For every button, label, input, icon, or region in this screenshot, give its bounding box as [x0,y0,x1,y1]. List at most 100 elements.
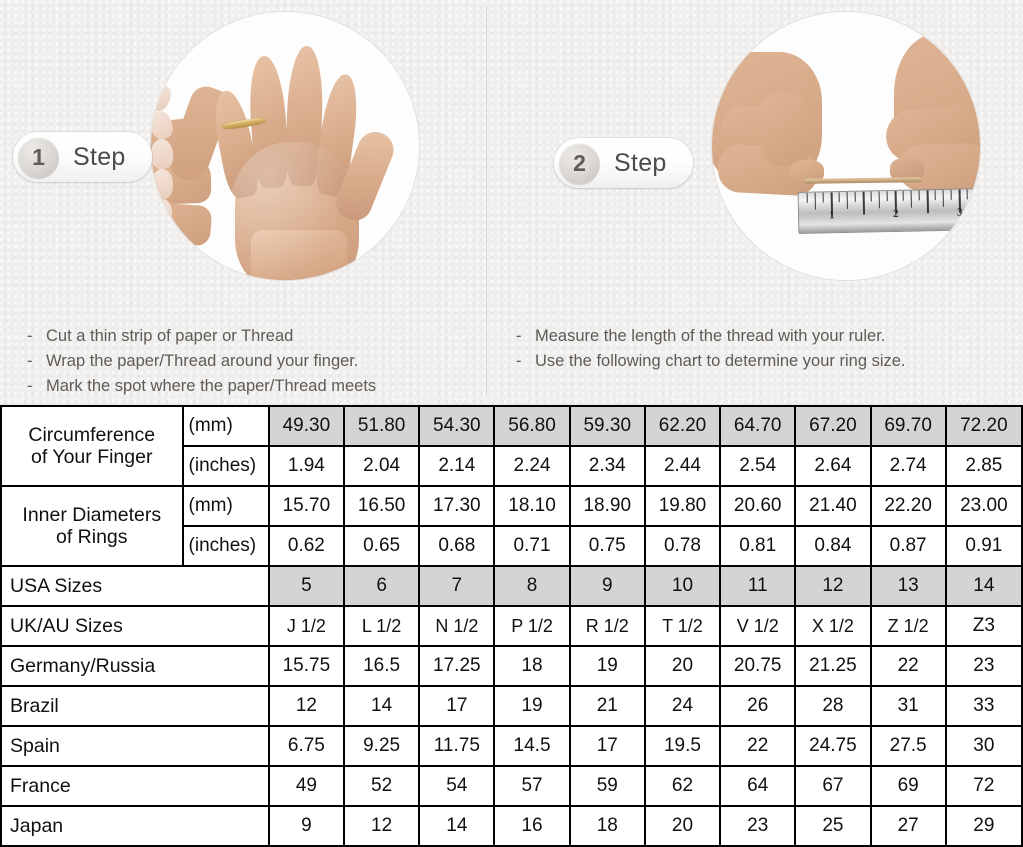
table-row: Circumference of Your Finger (mm) 49.30 51.8… [0,405,1023,487]
row-unit: (inches) [181,525,270,567]
table-cell: 10 [643,565,722,607]
table-cell: 57 [493,765,571,807]
table-cell: 2.34 [568,445,646,487]
step-1-number: 1 [18,136,59,178]
table-cell: 15.75 [267,645,346,687]
table-cell: 0.84 [794,525,872,567]
table-cell: 24 [643,685,722,727]
table-cell: 8 [493,565,571,607]
table-cell: 26 [719,685,797,727]
row-label: UK/AU Sizes [0,605,270,647]
table-cell: 30 [944,725,1023,767]
table-cell: 18 [568,805,646,847]
table-cell: 18.90 [568,485,646,527]
table-cell: 67.20 [794,405,872,447]
row-unit: (mm) [181,405,270,447]
table-cell: 67 [794,765,872,807]
table-cell: 62.20 [643,405,722,447]
table-cell: 2.85 [944,445,1023,487]
table-cell: 0.78 [643,525,722,567]
table-cell: 9 [568,565,646,607]
table-cell: 72 [944,765,1023,807]
table-cell: 64.70 [719,405,797,447]
bullet-item: - Wrap the paper/Thread around your finge… [27,352,359,370]
bullet-item: - Use the following chart to determine yo… [516,352,906,370]
table-cell: 69 [869,765,947,807]
step-2-panel: 1 2 3 2 Step - Measure the length of the … [487,0,1023,405]
table-cell: 14 [944,565,1023,607]
table-cell: 12 [342,805,421,847]
table-row: Spain 6.75 9.25 11.75 14.5 17 19.5 22 24.75 27.5 3… [0,725,1023,767]
step-2-label: Step [614,148,667,177]
table-row: UK/AU Sizes J 1/2 L 1/2 N 1/2 P 1/2 R 1/2 T 1/… [0,605,1023,647]
table-cell: 54 [418,765,496,807]
table-cell: 22.20 [869,485,947,527]
table-cell: 19 [493,685,571,727]
table-cell: 69.70 [869,405,947,447]
table-cell: 23.00 [944,485,1023,527]
table-cell: 15.70 [267,485,346,527]
table-row: Japan 9 12 14 16 18 20 23 25 27 29 [0,805,1023,847]
table-cell: 16.5 [342,645,421,687]
table-cell: 31 [869,685,947,727]
table-cell: 20 [643,805,722,847]
table-cell: 54.30 [418,405,496,447]
instructions-area: 1 Step - Cut a thin strip of paper or Thr… [0,0,1023,405]
table-cell: 1.94 [267,445,346,487]
table-cell: 17 [568,725,646,767]
table-cell: 6 [342,565,421,607]
table-cell: 0.91 [944,525,1023,567]
table-cell: 17.30 [418,485,496,527]
table-cell: 14.5 [493,725,571,767]
table-cell: 19.5 [643,725,722,767]
table-cell: 49 [267,765,346,807]
ruler: 1 2 3 [797,188,980,234]
row-label: Brazil [0,685,270,727]
row-label: France [0,765,270,807]
bullet-item: - Mark the spot where the paper/Thread me… [27,377,377,395]
table-cell: 23 [719,805,797,847]
table-cell: V 1/2 [719,605,797,647]
table-cell: 16 [493,805,571,847]
table-cell: 9.25 [342,725,421,767]
step-1-badge: 1 Step [13,132,152,182]
table-cell: 18.10 [493,485,571,527]
table-row: Brazil 12 14 17 19 21 24 26 28 31 33 [0,685,1023,727]
table-cell: 24.75 [794,725,872,767]
row-label: Spain [0,725,270,767]
table-cell: 0.71 [493,525,571,567]
ruler-number: 2 [892,207,899,220]
table-cell: 2.64 [794,445,872,487]
row-label: USA Sizes [0,565,270,607]
row-label: Circumference of Your Finger [0,405,184,487]
table-cell: 22 [869,645,947,687]
table-row: (inches) 1.94 2.04 2.14 2.24 2.34 2.44 2.54 2.64… [1,445,1023,487]
table-cell: 51.80 [342,405,421,447]
table-cell: 0.87 [869,525,947,567]
table-cell: 62 [643,765,722,807]
table-cell: 28 [794,685,872,727]
hand-with-ring-photo [151,12,419,280]
table-cell: 17 [418,685,496,727]
table-cell: T 1/2 [643,605,722,647]
table-cell: 13 [869,565,947,607]
table-cell: 2.24 [493,445,571,487]
table-cell: 27.5 [869,725,947,767]
table-cell: P 1/2 [493,605,571,647]
ring-size-conversion-table: Circumference of Your Finger (mm) 49.30 51.8… [0,405,1023,847]
table-cell: 29 [944,805,1023,847]
table-cell: 2.04 [342,445,421,487]
table-cell: X 1/2 [794,605,872,647]
table-cell: 49.30 [267,405,346,447]
table-row: USA Sizes 5 6 7 8 9 10 11 12 13 14 [0,565,1023,607]
table-cell: 2.74 [869,445,947,487]
step-1-label: Step [73,142,126,171]
table-cell: 2.44 [643,445,722,487]
table-cell: N 1/2 [418,605,496,647]
table-cell: 20.60 [719,485,797,527]
table-row: Germany/Russia 15.75 16.5 17.25 18 19 20 20.75 2… [0,645,1023,687]
table-cell: 56.80 [493,405,571,447]
table-cell: J 1/2 [267,605,346,647]
table-cell: 25 [794,805,872,847]
